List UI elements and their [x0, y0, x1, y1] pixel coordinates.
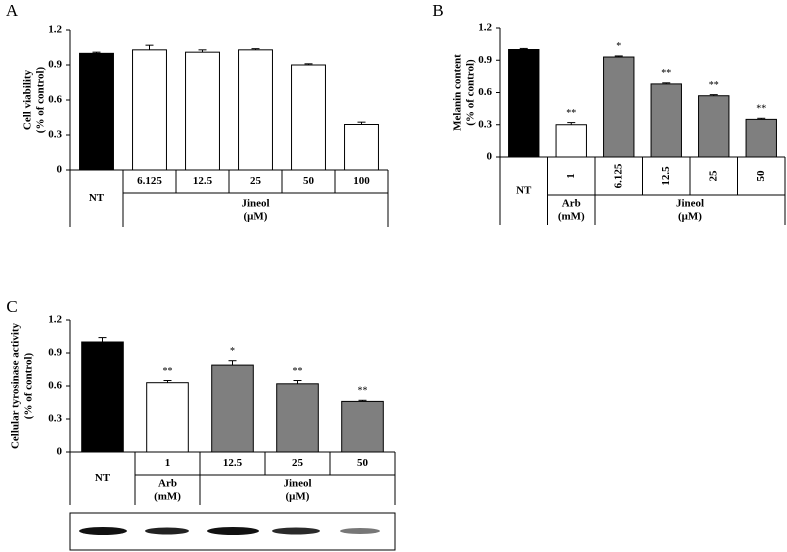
western-blot [69, 512, 396, 551]
bar [79, 52, 114, 171]
bar [238, 49, 273, 171]
blot-band [207, 527, 259, 535]
group-label: NT [89, 192, 105, 204]
blot-band [79, 527, 127, 535]
y-axis-label: Cellular tyrosinase activity [10, 322, 22, 449]
group-label: NT [95, 472, 111, 484]
significance-label: ** [358, 386, 368, 397]
bar [508, 49, 540, 158]
bar [291, 64, 326, 171]
x-tick-label: 12.5 [660, 166, 672, 186]
y-tick-label: 0.6 [478, 86, 492, 98]
group-label: Jineol [241, 198, 269, 210]
group-label: Arb [158, 478, 177, 490]
y-tick-label: 0 [57, 446, 63, 458]
significance-label: * [616, 41, 621, 52]
bar [81, 341, 124, 453]
x-tick-label: 50 [755, 170, 767, 182]
x-tick-label: 25 [292, 457, 304, 469]
x-tick-label: 100 [353, 175, 370, 187]
significance-label: ** [756, 104, 766, 115]
y-tick-label: 0 [57, 164, 63, 176]
y-axis-label: Cell viability [22, 69, 34, 130]
bar [146, 382, 189, 453]
group-unit: (μM) [244, 211, 268, 223]
significance-label: ** [661, 68, 671, 79]
x-tick-label: 50 [357, 457, 369, 469]
bar [211, 364, 254, 453]
bar [698, 95, 730, 158]
group-unit: (μM) [678, 211, 702, 223]
bar [132, 49, 167, 171]
significance-label: ** [293, 366, 303, 377]
blot-band [340, 528, 380, 534]
y-tick-label: 1.2 [478, 22, 492, 34]
bar [603, 56, 635, 158]
x-tick-label: 12.5 [223, 457, 243, 469]
significance-label: * [230, 346, 235, 357]
bar [650, 83, 682, 158]
x-tick-label: 25 [250, 175, 262, 187]
panel-label: A [6, 1, 19, 20]
y-axis-label: (% of control) [35, 66, 47, 133]
y-tick-label: 0.3 [48, 129, 62, 141]
y-axis-label: (% of control) [23, 352, 35, 419]
group-label: Jineol [283, 478, 311, 490]
panel-label: B [432, 1, 443, 20]
group-label: Arb [562, 198, 581, 210]
bar [555, 124, 587, 158]
bar [185, 51, 220, 171]
bar [276, 383, 319, 453]
x-tick-label: 50 [303, 175, 315, 187]
group-label: NT [516, 185, 532, 197]
y-tick-label: 0.3 [478, 118, 492, 130]
group-unit: (μM) [286, 491, 310, 503]
x-tick-label: 1 [165, 457, 171, 469]
blot-band [272, 527, 320, 535]
y-tick-label: 1.2 [48, 314, 62, 326]
blot-band [145, 527, 189, 535]
y-tick-label: 0.6 [48, 94, 62, 106]
x-tick-label: 6.125 [612, 163, 624, 188]
significance-label: ** [566, 108, 576, 119]
y-tick-label: 0.3 [48, 413, 62, 425]
y-tick-label: 0.9 [478, 54, 492, 66]
bar [341, 400, 384, 453]
bar [745, 118, 777, 158]
bar [344, 124, 379, 171]
y-tick-label: 0.9 [48, 347, 62, 359]
significance-label: ** [709, 80, 719, 91]
x-tick-label: 12.5 [193, 175, 213, 187]
x-tick-label: 6.125 [137, 175, 162, 187]
y-axis-label: (% of control) [465, 59, 477, 126]
group-label: Jineol [676, 198, 704, 210]
y-tick-label: 0 [487, 151, 493, 163]
panel-label: C [6, 297, 17, 316]
x-tick-label: 25 [707, 170, 719, 182]
y-axis-label: Melanin content [452, 54, 464, 131]
x-tick-label: 1 [565, 173, 577, 179]
y-tick-label: 0.6 [48, 380, 62, 392]
group-unit: (mM) [558, 211, 585, 223]
significance-label: ** [163, 366, 173, 377]
group-unit: (mM) [154, 491, 181, 503]
y-tick-label: 0.9 [48, 59, 62, 71]
y-tick-label: 1.2 [48, 24, 62, 36]
